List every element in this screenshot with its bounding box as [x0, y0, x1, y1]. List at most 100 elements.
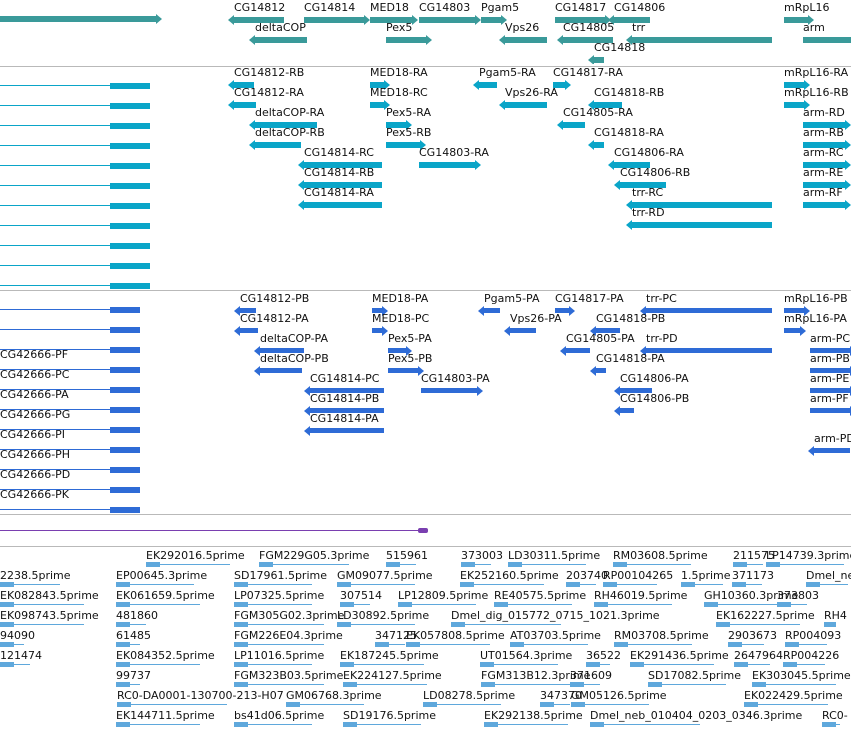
feature-glyph: [810, 348, 850, 353]
feature-glyph: [386, 122, 406, 128]
strand-arrow-icon: [590, 365, 596, 376]
feature-label: Pex5-RB: [386, 126, 432, 139]
feature-label: MED18-PC: [372, 312, 430, 325]
feature-glyph: [594, 102, 622, 108]
feature-label: EK144711.5prime: [116, 709, 215, 722]
est-block: [510, 642, 524, 647]
feature-label: RE40575.5prime: [494, 589, 587, 602]
feature-label: CG14805-PA: [566, 332, 635, 345]
feature-label: CG14814-RA: [304, 186, 374, 199]
feature-glyph: [372, 328, 382, 333]
strand-arrow-icon: [588, 55, 594, 64]
feature-label: GM05126.5prime: [571, 689, 667, 702]
strand-arrow-icon: [499, 100, 505, 110]
est-glyph: [806, 584, 848, 585]
est-block: [116, 582, 130, 587]
feature-label: deltaCOP-RA: [255, 106, 325, 119]
feature-label: 347370: [540, 689, 582, 702]
strand-arrow-icon: [384, 100, 390, 110]
feature-label: CG14806-PB: [620, 392, 690, 405]
est-block: [728, 642, 742, 647]
feature-glyph: [803, 122, 845, 128]
est-glyph: [460, 584, 544, 585]
exon-block: [110, 123, 150, 129]
feature-glyph: [563, 37, 613, 43]
feature-label: 371173: [732, 569, 774, 582]
feature-label: MED18: [370, 1, 409, 14]
est-glyph: [340, 664, 424, 665]
exon-block: [110, 407, 140, 413]
feature-label: SD19176.5prime: [343, 709, 436, 722]
exon-block: [110, 467, 140, 473]
est-block: [494, 602, 508, 607]
est-block: [630, 662, 644, 667]
feature-label: deltaCOP: [255, 21, 306, 34]
est-block: [398, 602, 412, 607]
strand-arrow-icon: [608, 160, 614, 170]
strand-arrow-icon: [800, 325, 806, 336]
strand-arrow-icon: [249, 35, 255, 45]
intron-line: [0, 105, 150, 106]
est-block: [116, 662, 130, 667]
rna-transcript-track: CG14812-RB MED18-RA Pgam5-RA CG14817-RA mRpL…: [0, 67, 851, 291]
feature-label: Dmel_dig_015772_0715_1021.3prime: [451, 609, 660, 622]
feature-glyph: [388, 368, 418, 373]
exon-block: [110, 143, 150, 149]
strand-arrow-icon: [499, 35, 505, 45]
feature-glyph: [419, 162, 475, 168]
feature-label: arm-PD: [814, 432, 851, 445]
feature-glyph: [421, 388, 477, 393]
exon-block: [110, 327, 140, 333]
intron-line: [0, 145, 150, 146]
feature-label: mRpL16-RA: [784, 67, 849, 79]
est-block: [234, 722, 248, 727]
feature-label: RM03608.5prime: [613, 549, 708, 562]
feature-label: CG14806: [614, 1, 666, 14]
intron-line: [0, 165, 150, 166]
feature-label: RC0-: [822, 709, 848, 722]
feature-label: CG14812: [234, 1, 286, 14]
est-glyph: [508, 564, 586, 565]
feature-label: LP11016.5prime: [234, 649, 325, 662]
feature-label: EK252160.5prime: [460, 569, 559, 582]
exon-block: [110, 103, 150, 109]
feature-glyph: [555, 17, 605, 23]
feature-label: Dmel_neb: [806, 569, 851, 582]
exon-block: [110, 183, 150, 189]
feature-glyph: [803, 162, 845, 168]
est-glyph: [234, 604, 312, 605]
feature-label: CG14818-RA: [594, 126, 664, 139]
est-glyph: [566, 584, 596, 585]
est-glyph: [259, 564, 349, 565]
feature-glyph: [803, 142, 845, 148]
est-block: [234, 662, 248, 667]
intron-line: [0, 309, 140, 310]
est-glyph: [286, 704, 364, 705]
feature-label: CG14806-RB: [620, 166, 691, 179]
intron-line: [0, 449, 140, 450]
est-glyph: [0, 664, 30, 665]
feature-label: trr-PD: [646, 332, 678, 345]
feature-label: CG14818-PB: [596, 312, 666, 325]
feature-glyph: [372, 308, 382, 313]
est-glyph: [540, 704, 570, 705]
est-block: [116, 642, 130, 647]
strand-arrow-icon: [228, 80, 234, 90]
feature-label: FGM323B03.5prime: [234, 669, 344, 682]
feature-label: CG14803-RA: [419, 146, 489, 159]
feature-glyph: [234, 17, 284, 23]
exon-block: [110, 243, 150, 249]
strand-arrow-icon: [420, 140, 426, 150]
feature-label: arm-PE: [810, 372, 850, 385]
feature-glyph: [484, 308, 500, 313]
feature-label: arm: [803, 21, 825, 34]
intron-line: [0, 369, 140, 370]
est-glyph: [603, 584, 657, 585]
est-glyph: [398, 604, 476, 605]
est-glyph: [234, 684, 324, 685]
est-block: [571, 702, 585, 707]
track-separator: [0, 66, 851, 67]
est-block: [586, 662, 600, 667]
est-glyph: [704, 604, 782, 605]
feature-label: CG14803-PA: [421, 372, 490, 385]
